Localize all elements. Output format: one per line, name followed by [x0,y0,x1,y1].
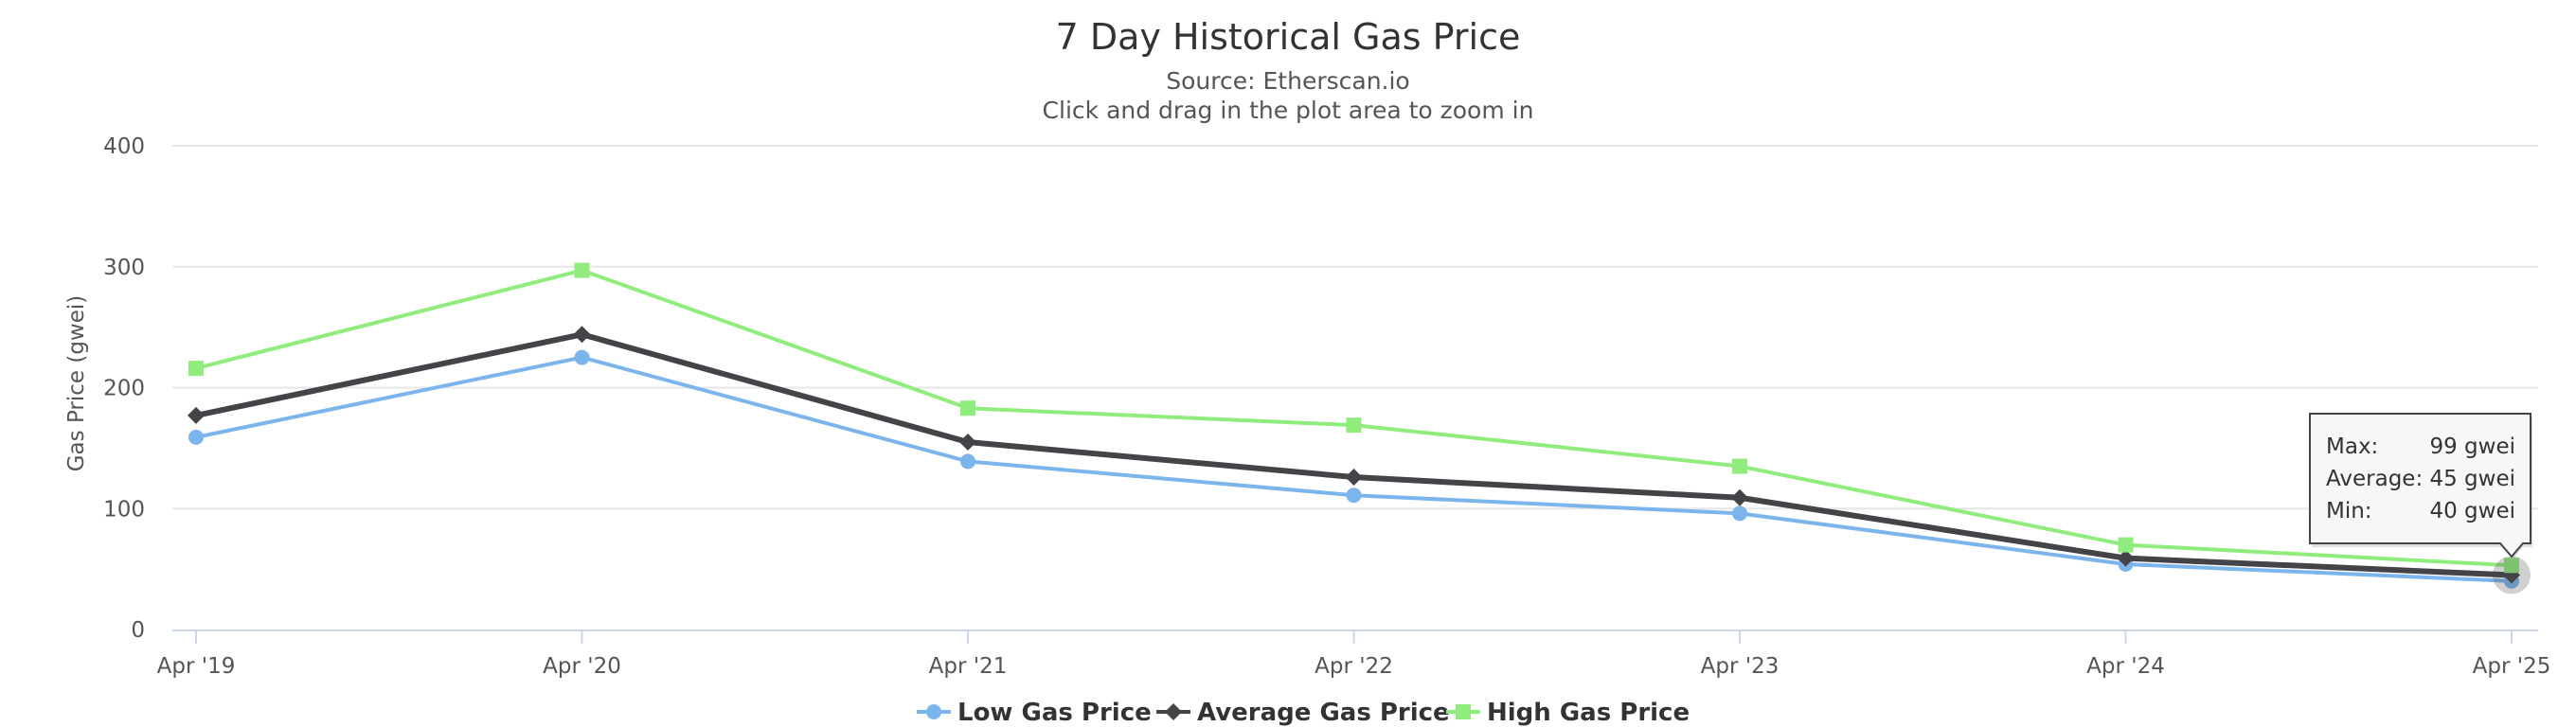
y-tick-label: 0 [131,618,145,643]
series-line[interactable] [193,331,2514,578]
legend-label: Average Gas Price [1197,699,1450,727]
data-point[interactable] [1345,469,1363,487]
data-point[interactable] [1346,417,1362,434]
data-point[interactable] [960,453,975,470]
data-point[interactable] [1732,458,1747,474]
data-point[interactable] [574,262,590,278]
data-point[interactable] [188,429,204,445]
x-axis-ticks: Apr '19 Apr '20 Apr '21 Apr '22 Apr '23 Apr '… [157,630,2551,679]
x-tick-label: Apr '23 [1701,654,1780,679]
x-tick-label: Apr '19 [157,654,236,679]
legend-marker [1165,703,1182,720]
tooltip-value: 99 gwei [2429,434,2515,459]
legend-label: Low Gas Price [957,699,1152,727]
data-point[interactable] [2504,558,2519,574]
data-point[interactable] [188,361,204,377]
data-point[interactable] [1731,488,1748,506]
x-tick-label: Apr '22 [1315,654,1393,679]
x-tick-label: Apr '25 [2473,654,2551,679]
hover-halo [2493,556,2531,594]
data-point[interactable] [1732,505,1747,522]
tooltip-box [2309,413,2531,559]
x-tick-label: Apr '20 [543,654,621,679]
series-layer [188,262,2520,589]
series-average-gas-price [188,326,2520,584]
chart-subtitle: Source: Etherscan.io [1166,67,1409,95]
x-tick-label: Apr '21 [929,654,1008,679]
y-tick-label: 300 [103,256,145,280]
legend-item-low-gas-price[interactable]: Low Gas Price [917,699,1152,727]
data-point[interactable] [959,433,976,451]
tooltip-value: 40 gwei [2429,499,2515,523]
y-axis-ticks: 0 100 200 300 400 [103,134,145,643]
data-point[interactable] [1346,488,1362,504]
hover-layer [2493,556,2531,594]
y-tick-label: 100 [103,497,145,522]
y-axis-title: Gas Price (gwei) [64,295,89,472]
chart-title: 7 Day Historical Gas Price [1056,16,1521,58]
legend-label: High Gas Price [1487,699,1690,727]
data-point[interactable] [2118,537,2134,553]
data-point[interactable] [2117,549,2135,567]
grid-lines [172,145,2538,510]
y-tick-label: 400 [103,134,145,159]
legend-item-high-gas-price[interactable]: High Gas Price [1446,699,1690,727]
data-point[interactable] [960,400,975,417]
legend-marker [926,704,941,719]
y-tick-label: 200 [103,377,145,401]
tooltip-value: 45 gwei [2429,467,2515,491]
tooltip-label: Min: [2326,499,2372,523]
tooltip-label: Max: [2326,434,2378,459]
legend-marker [1456,704,1471,719]
tooltip-label: Average: [2326,467,2423,491]
data-point[interactable] [574,349,590,365]
data-point[interactable] [573,326,591,344]
series-high-gas-price [188,262,2519,574]
x-tick-label: Apr '24 [2086,654,2165,679]
legend-item-average-gas-price[interactable]: Average Gas Price [1156,699,1450,727]
legend: Low Gas Price Average Gas Price High Gas P… [917,699,1690,727]
chart-zoom-hint: Click and drag in the plot area to zoom … [1043,97,1534,124]
data-point[interactable] [188,406,205,424]
